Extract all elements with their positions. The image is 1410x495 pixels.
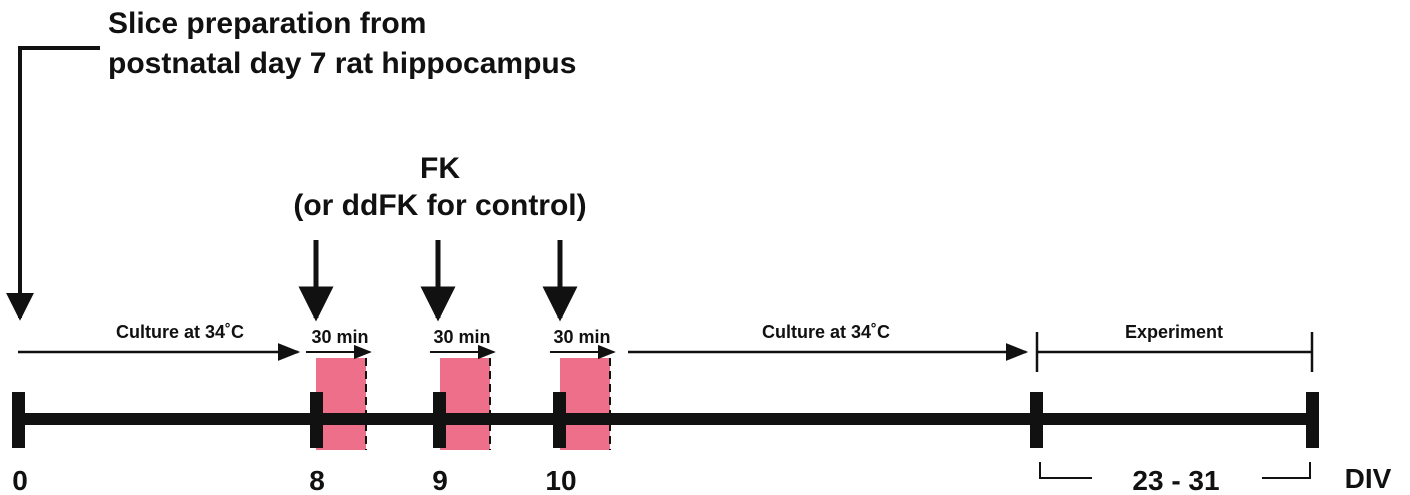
- range-label: 23 - 31: [1132, 465, 1219, 495]
- pulse-label: 30 min: [433, 327, 490, 347]
- header-line: postnatal day 7 rat hippocampus: [108, 47, 576, 80]
- phase-label: Culture at 34˚C: [116, 322, 244, 342]
- treatment-arrows: [298, 240, 578, 322]
- pulse-label: 30 min: [311, 327, 368, 347]
- experiment-bracket: [1035, 332, 1314, 372]
- pulse-blocks: [316, 358, 611, 450]
- unit-label: DIV: [1345, 463, 1392, 494]
- header-line: Slice preparation from: [108, 7, 426, 40]
- range-bracket: [1039, 462, 1311, 479]
- timeline: [12, 392, 1319, 448]
- day-label: 0: [12, 465, 28, 495]
- day-label: 8: [309, 465, 325, 495]
- phase-label: Culture at 34˚C: [762, 322, 890, 342]
- day-label: 9: [432, 465, 448, 495]
- pulse-label: 30 min: [553, 327, 610, 347]
- treatment-subtitle: (or ddFK for control): [293, 189, 586, 222]
- day-label: 10: [545, 465, 576, 495]
- treatment-title: FK: [420, 152, 460, 185]
- prep-arrow: [6, 46, 100, 321]
- experiment-label: Experiment: [1125, 322, 1223, 342]
